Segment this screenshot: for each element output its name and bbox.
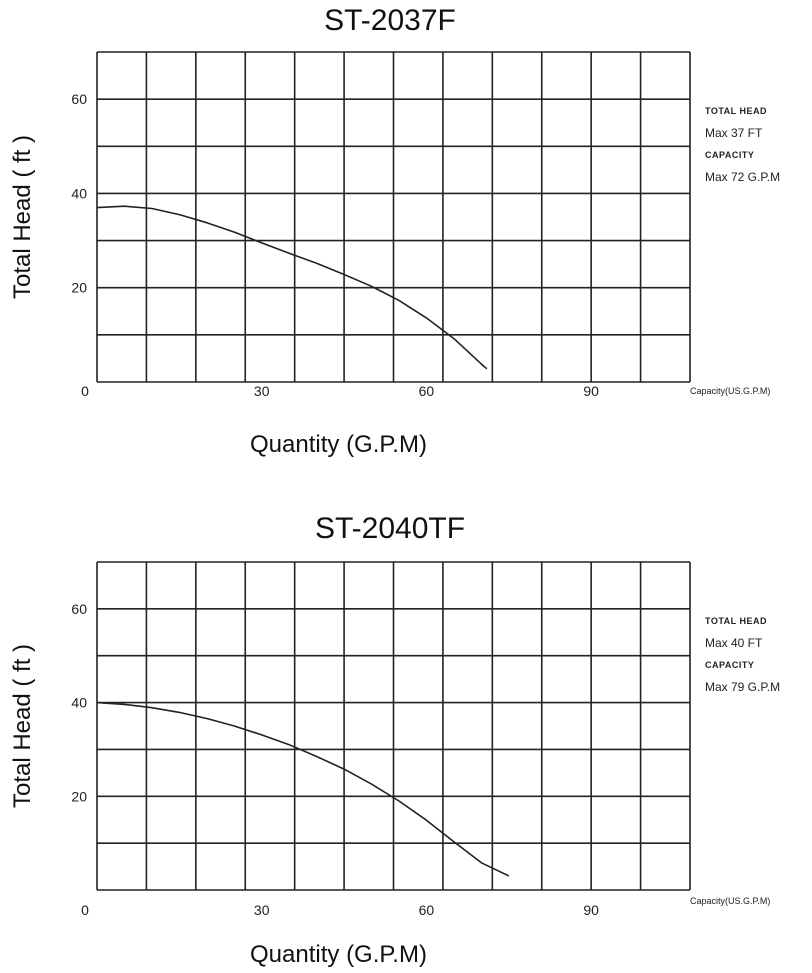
y-tick-label: 60: [71, 601, 87, 617]
chart-st-2040tf: ST-2040TF 0 30 60 90 20 40 60 Total Head ( ft )…: [0, 500, 812, 973]
y-axis-label: Total Head ( ft ): [9, 644, 36, 808]
x-tick-label: 0: [81, 383, 89, 399]
y-tick-label: 40: [71, 695, 87, 711]
y-axis-label: Total Head ( ft ): [9, 135, 36, 299]
chart-title: ST-2037F: [324, 4, 456, 37]
y-tick-label: 20: [71, 280, 87, 296]
total-head-value: Max 40 FT: [705, 636, 763, 650]
x-tick-label: 30: [254, 902, 270, 918]
capacity-value: Max 79 G.P.M: [705, 680, 781, 694]
capacity-axis-label: Capacity(US.G.P.M): [690, 896, 770, 906]
x-tick-label: 90: [583, 383, 599, 399]
capacity-heading: CAPACITY: [705, 150, 755, 160]
performance-curve: [96, 205, 488, 370]
y-tick-label: 60: [71, 91, 87, 107]
performance-curve: [96, 701, 510, 877]
capacity-axis-label: Capacity(US.G.P.M): [690, 386, 770, 396]
total-head-heading: TOTAL HEAD: [705, 106, 768, 116]
chart-svg: 0 30 60 90 20 40 60 Total Head ( ft ) Quantity (…: [9, 561, 770, 968]
x-tick-label: 90: [583, 902, 599, 918]
x-axis-label: Quantity (G.P.M): [250, 941, 427, 968]
chart-st-2037f: ST-2037F 0 30 60 90 20 40 60 Total Head ( ft ) Q…: [0, 0, 812, 480]
x-axis-label: Quantity (G.P.M): [250, 431, 427, 458]
total-head-heading: TOTAL HEAD: [705, 616, 768, 626]
y-tick-label: 40: [71, 185, 87, 201]
chart-svg: 0 30 60 90 20 40 60 Total Head ( ft ) Quantity (…: [9, 51, 770, 458]
x-tick-label: 30: [254, 383, 270, 399]
x-tick-label: 60: [419, 902, 435, 918]
side-panel: TOTAL HEAD Max 40 FT CAPACITY Max 79 G.P…: [705, 610, 780, 698]
y-tick-label: 20: [71, 788, 87, 804]
side-panel: TOTAL HEAD Max 37 FT CAPACITY Max 72 G.P…: [705, 100, 780, 188]
capacity-value: Max 72 G.P.M: [705, 170, 781, 184]
x-tick-label: 0: [81, 902, 89, 918]
total-head-value: Max 37 FT: [705, 126, 763, 140]
x-tick-label: 60: [419, 383, 435, 399]
chart-title: ST-2040TF: [314, 512, 466, 545]
capacity-heading: CAPACITY: [705, 660, 755, 670]
